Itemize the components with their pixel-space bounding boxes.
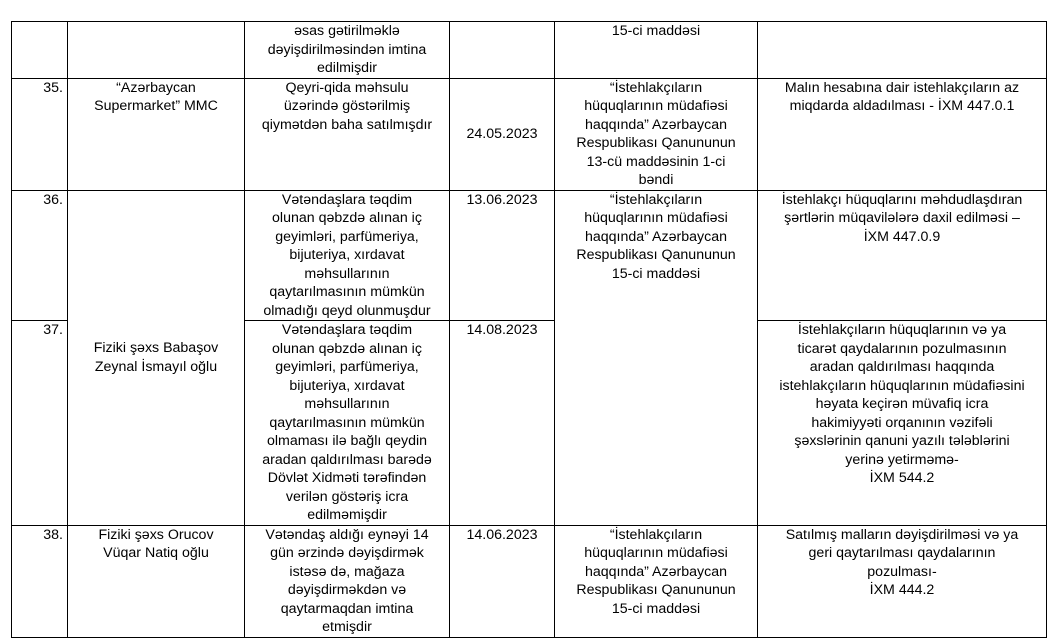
date-cell: 14.06.2023 (449, 524, 555, 638)
table-row: 35. “Azərbaycan Supermarket” MMC Qeyri-q… (11, 77, 1047, 191)
penalty-cell: İstehlakçıların hüquqlarının və ya ticar… (757, 320, 1047, 526)
violation-cell: Qeyri-qida məhsulu üzərində göstərilmiş … (244, 77, 450, 191)
law-cell: 15-ci maddəsi (554, 21, 758, 79)
date-cell: 14.08.2023 (449, 320, 555, 526)
table-row: 36. Fiziki şəxs Babaşov Zeynal İsmayıl o… (11, 189, 1047, 526)
table-row: 38. Fiziki şəxs Orucov Vüqar Natiq oğlu … (11, 524, 1047, 638)
row-number: 35. (11, 77, 68, 191)
violations-table: əsas gətirilməklə dəyişdirilməsindən imt… (11, 21, 1047, 638)
violation-cell: Vətəndaş aldığı eynəyi 14 gün ərzində də… (244, 524, 450, 638)
violation-cell: Vətəndaşlara təqdim olunan qəbzdə alınan… (244, 189, 450, 321)
table-row: əsas gətirilməklə dəyişdirilməsindən imt… (11, 21, 1047, 79)
entity-cell: Fiziki şəxs Babaşov Zeynal İsmayıl oğlu (67, 189, 245, 526)
entity-cell (67, 21, 245, 79)
row-number: 38. (11, 524, 68, 638)
law-cell: “İstehlakçıların hüquqlarının müdafiəsi … (554, 524, 758, 638)
penalty-cell: Malın hesabına dair istehlakçıların az m… (757, 77, 1047, 191)
entity-cell: “Azərbaycan Supermarket” MMC (67, 77, 245, 191)
law-cell: “İstehlakçıların hüquqlarının müdafiəsi … (554, 77, 758, 191)
row-number (11, 21, 68, 79)
date-cell: 24.05.2023 (449, 77, 555, 191)
row-number: 36. (11, 189, 68, 321)
date-cell: 13.06.2023 (449, 189, 555, 321)
table-row: 37. Vətəndaşlara təqdim olunan qəbzdə al… (11, 320, 1047, 526)
penalty-cell: Satılmış malların dəyişdirilməsi və ya g… (757, 524, 1047, 638)
penalty-cell (757, 21, 1047, 79)
row-number: 37. (11, 320, 68, 526)
date-cell (449, 21, 555, 79)
violation-cell: Vətəndaşlara təqdim olunan qəbzdə alınan… (244, 320, 450, 526)
violation-cell: əsas gətirilməklə dəyişdirilməsindən imt… (244, 21, 450, 79)
entity-cell: Fiziki şəxs Orucov Vüqar Natiq oğlu (67, 524, 245, 638)
penalty-cell: İstehlakçı hüquqlarını məhdudlaşdıran şə… (757, 189, 1047, 321)
law-cell: “İstehlakçıların hüquqlarının müdafiəsi … (554, 189, 758, 526)
